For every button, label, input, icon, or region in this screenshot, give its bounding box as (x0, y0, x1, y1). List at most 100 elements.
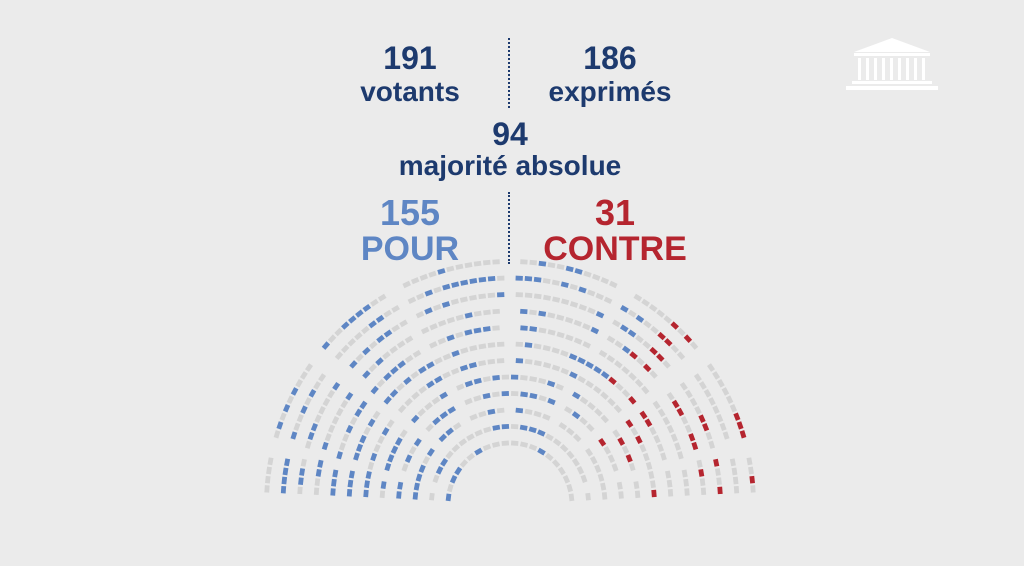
seat-pour (435, 466, 444, 475)
seat-pour (464, 312, 473, 319)
seat-contre (733, 412, 741, 421)
seat-empty (706, 363, 716, 372)
seat-pour (308, 388, 317, 398)
seat-pour (482, 326, 491, 332)
seat-pour (396, 491, 402, 499)
seat-empty (349, 416, 358, 426)
seat-empty (650, 325, 659, 335)
seat-empty (524, 292, 533, 299)
seat-empty (478, 410, 487, 418)
seat-pour (501, 423, 510, 430)
seat-empty (496, 407, 505, 414)
seat-contre (639, 410, 648, 420)
seat-empty (609, 280, 618, 289)
seat-pour (537, 429, 546, 437)
seat-empty (478, 293, 487, 300)
seat-contre (629, 351, 638, 360)
contre-count: 31 (594, 192, 636, 233)
seat-pour (310, 422, 318, 432)
seat-empty (327, 389, 336, 399)
seat-empty (501, 374, 510, 380)
seat-empty (404, 354, 414, 363)
seat-empty (313, 381, 322, 390)
seat-empty (579, 416, 588, 426)
contre-label: CONTRE (543, 230, 687, 268)
seat-empty (612, 429, 621, 438)
seat-empty (612, 319, 621, 328)
seat-empty (666, 424, 675, 434)
seat-pour (439, 391, 449, 400)
seat-contre (617, 437, 626, 446)
seat-empty (665, 470, 672, 479)
seat-empty (603, 296, 613, 305)
seat-pour (529, 392, 538, 400)
seat-contre (635, 435, 643, 444)
seat-empty (616, 481, 623, 490)
seat-empty (585, 380, 594, 389)
seat-empty (458, 438, 468, 447)
seat-empty (335, 407, 344, 417)
seat-empty (473, 395, 482, 402)
seat-pour (571, 391, 581, 400)
seat-empty (412, 349, 422, 358)
seat-empty (716, 413, 724, 423)
seat-pour (404, 454, 413, 463)
seat-empty (591, 273, 601, 281)
seat-empty (600, 277, 610, 285)
seat-empty (732, 476, 739, 485)
seat-empty (425, 423, 434, 432)
seat-empty (478, 360, 487, 367)
seat-empty (545, 433, 554, 442)
seat-empty (708, 397, 716, 406)
seat-empty (369, 340, 378, 350)
seat-empty (641, 298, 650, 307)
seat-empty (446, 316, 456, 324)
seat-pour (515, 275, 523, 281)
seat-pour (424, 307, 433, 315)
seat-pour (432, 416, 441, 426)
seat-empty (455, 314, 464, 321)
seat-empty (264, 485, 270, 493)
seat-empty (722, 431, 730, 440)
seat-empty (582, 341, 591, 349)
seat-pour (362, 346, 371, 356)
seat-empty (451, 443, 461, 453)
seat-pour (447, 406, 457, 414)
seat-pour (284, 458, 291, 467)
seat-pour (464, 380, 474, 388)
seat-empty (363, 426, 371, 436)
seat-empty (712, 371, 721, 380)
seat-empty (547, 262, 556, 269)
seat-empty (529, 259, 538, 266)
seat-empty (635, 334, 644, 344)
seat-empty (699, 478, 706, 486)
seat-pour (446, 334, 455, 342)
seat-pour (359, 400, 368, 410)
seat-pour (418, 464, 426, 474)
seat-empty (551, 279, 560, 286)
seat-pour (376, 334, 385, 344)
seat-empty (446, 265, 455, 273)
seat-empty (314, 414, 322, 423)
seat-pour (538, 310, 547, 317)
seat-empty (473, 310, 482, 317)
seat-empty (656, 443, 665, 453)
seat-pour (317, 459, 324, 468)
seat-empty (334, 327, 343, 337)
seat-empty (445, 450, 454, 460)
votants-label: votants (360, 76, 460, 107)
seat-pour (375, 357, 384, 366)
seat-pour (332, 469, 339, 478)
seat-empty (585, 492, 591, 501)
seat-empty (432, 304, 442, 311)
seat-pour (354, 408, 363, 418)
seat-contre (698, 468, 705, 477)
seat-pour (468, 362, 477, 369)
seat-pour (520, 325, 528, 331)
seat-empty (304, 440, 312, 449)
seat-pour (390, 366, 399, 375)
seat-empty (428, 270, 437, 278)
seat-empty (473, 260, 482, 267)
seat-empty (491, 441, 501, 448)
